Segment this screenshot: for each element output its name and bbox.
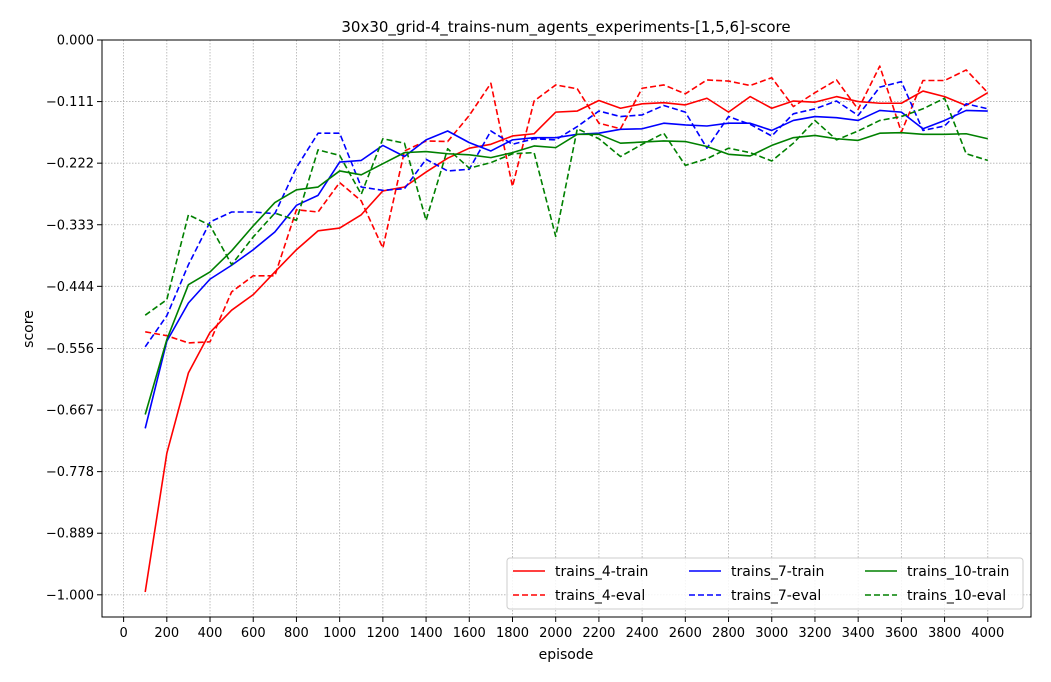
x-tick-label: 2000 xyxy=(539,626,572,641)
y-tick-label: −0.889 xyxy=(46,527,94,542)
x-tick-label: 0 xyxy=(119,626,127,641)
x-tick-label: 1400 xyxy=(410,626,443,641)
x-tick-label: 1000 xyxy=(323,626,356,641)
y-tick-label: −0.111 xyxy=(46,95,94,110)
series-lines xyxy=(144,65,989,593)
x-tick-label: 2200 xyxy=(582,626,615,641)
x-tick-label: 2400 xyxy=(626,626,659,641)
x-tick-label: 3200 xyxy=(798,626,831,641)
x-axis-ticks: 0 200 400 600 800 1000 1200 1400 1600 1800 2000 220… xyxy=(119,617,1004,641)
x-tick-label: 400 xyxy=(198,626,223,641)
x-tick-label: 3600 xyxy=(885,626,918,641)
x-tick-label: 200 xyxy=(154,626,179,641)
x-tick-label: 3000 xyxy=(755,626,788,641)
x-tick-label: 1200 xyxy=(366,626,399,641)
plot-frame xyxy=(101,39,1032,618)
y-tick-label: −0.667 xyxy=(46,404,94,419)
legend-label-trains_4-eval: trains_4-eval xyxy=(555,588,645,604)
series-line-trains_7-train xyxy=(144,109,988,429)
x-tick-label: 800 xyxy=(284,626,309,641)
y-tick-label: −1.000 xyxy=(46,588,94,603)
chart-title: 30x30_grid-4_trains-num_agents_experimen… xyxy=(341,18,790,37)
y-axis-ticks: 0.000 −0.111 −0.222 −0.333 −0.444 −0.556 −0.66… xyxy=(46,34,102,603)
legend-label-trains_7-eval: trains_7-eval xyxy=(731,588,821,604)
x-axis-label: episode xyxy=(539,647,594,663)
series-line-trains_7-eval xyxy=(144,80,988,348)
legend-label-trains_10-eval: trains_10-eval xyxy=(907,588,1006,604)
y-tick-label: 0.000 xyxy=(57,34,94,49)
x-tick-label: 600 xyxy=(241,626,266,641)
legend-label-trains_10-train: trains_10-train xyxy=(907,564,1009,580)
series-line-trains_4-eval xyxy=(145,65,989,344)
grid-lines xyxy=(102,39,1031,617)
x-tick-label: 3400 xyxy=(842,626,875,641)
x-tick-label: 4000 xyxy=(971,626,1004,641)
y-tick-label: −0.778 xyxy=(46,465,94,480)
x-tick-label: 1800 xyxy=(496,626,529,641)
legend-label-trains_4-train: trains_4-train xyxy=(555,564,648,580)
y-axis-label: score xyxy=(21,310,37,348)
series-line-trains_4-train xyxy=(144,90,989,593)
legend-label-trains_7-train: trains_7-train xyxy=(731,564,824,580)
x-tick-label: 2800 xyxy=(712,626,745,641)
y-tick-label: −0.556 xyxy=(46,342,94,357)
x-tick-label: 2600 xyxy=(669,626,702,641)
y-tick-label: −0.222 xyxy=(46,157,94,172)
series-line-trains_10-train xyxy=(144,131,988,415)
legend: trains_4-train trains_4-eval trains_7-trai… xyxy=(506,557,1024,610)
series-line-trains_10-eval xyxy=(144,97,989,316)
x-tick-label: 1600 xyxy=(453,626,486,641)
y-tick-label: −0.444 xyxy=(46,280,94,295)
y-tick-label: −0.333 xyxy=(46,218,94,233)
x-tick-label: 3800 xyxy=(928,626,961,641)
